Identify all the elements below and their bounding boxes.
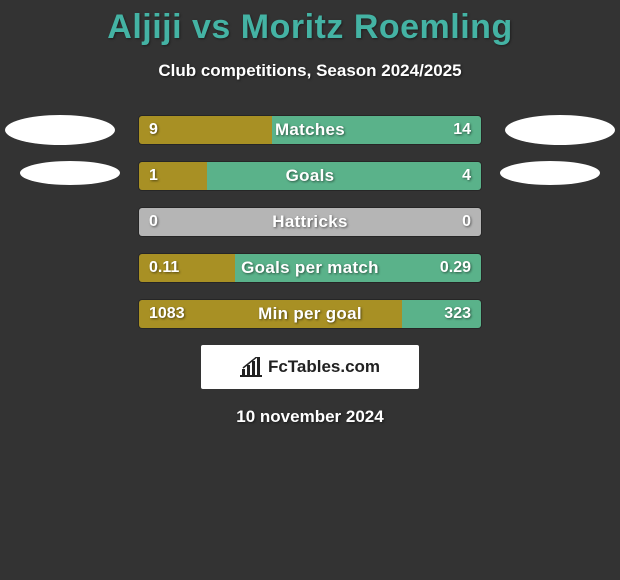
stat-label: Hattricks [139, 208, 481, 236]
stat-bar-track: Hattricks0 0 [138, 207, 482, 237]
stat-value-right: 0 [452, 208, 481, 236]
comparison-title: Aljiji vs Moritz Roemling [0, 0, 620, 47]
stat-value-left: 0.11 [139, 254, 189, 282]
brand-text: FcTables.com [268, 357, 380, 377]
stat-value-right: 323 [434, 300, 481, 328]
stat-value-right: 0.29 [430, 254, 481, 282]
stat-label: Matches [139, 116, 481, 144]
stat-value-left: 0 [139, 208, 168, 236]
stat-bar-track: Matches9 14 [138, 115, 482, 145]
stat-value-left: 1 [139, 162, 168, 190]
comparison-date: 10 november 2024 [0, 407, 620, 427]
comparison-chart: Matches914Goals14Hattricks00Goals per ma… [0, 115, 620, 329]
player-left-logo [20, 161, 120, 185]
stat-row: Min per goal1083323 [138, 299, 482, 329]
stat-bar-track: Goals per match0.110.29 [138, 253, 482, 283]
stat-bar-track: Goals1 4 [138, 161, 482, 191]
player-right-logo [505, 115, 615, 145]
stat-row: Goals1 4 [138, 161, 482, 191]
stat-value-right: 4 [452, 162, 481, 190]
stat-row: Hattricks0 0 [138, 207, 482, 237]
stat-value-right: 14 [443, 116, 481, 144]
stat-label: Goals [139, 162, 481, 190]
stat-bar-track: Min per goal1083323 [138, 299, 482, 329]
stat-row: Goals per match0.110.29 [138, 253, 482, 283]
stat-value-left: 9 [139, 116, 168, 144]
chart-icon [240, 357, 262, 377]
stat-row: Matches9 14 [138, 115, 482, 145]
brand-badge: FcTables.com [201, 345, 419, 389]
player-right-logo [500, 161, 600, 185]
comparison-subtitle: Club competitions, Season 2024/2025 [0, 61, 620, 81]
stat-value-left: 1083 [139, 300, 195, 328]
player-left-logo [5, 115, 115, 145]
